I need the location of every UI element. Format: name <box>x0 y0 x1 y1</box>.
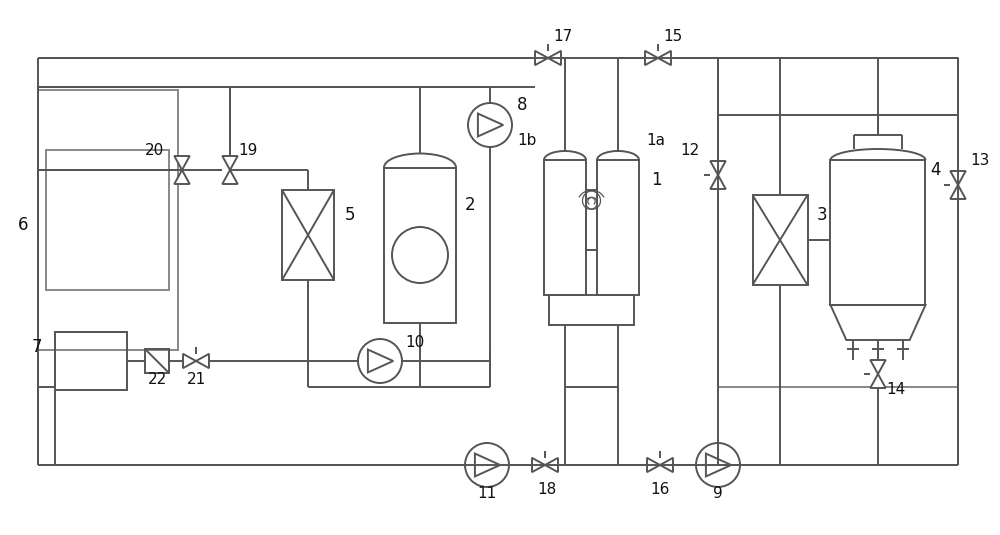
Polygon shape <box>535 51 548 65</box>
Text: 12: 12 <box>681 142 700 157</box>
Text: 17: 17 <box>553 28 573 43</box>
Bar <box>282 190 334 280</box>
Text: 9: 9 <box>713 485 723 501</box>
Polygon shape <box>475 454 500 477</box>
Polygon shape <box>183 354 196 368</box>
Text: 16: 16 <box>650 483 670 498</box>
Text: 14: 14 <box>886 383 906 398</box>
Bar <box>55 332 127 390</box>
Bar <box>38 90 178 350</box>
Circle shape <box>465 443 509 487</box>
Circle shape <box>358 339 402 383</box>
Text: 1b: 1b <box>518 133 537 148</box>
Polygon shape <box>174 156 190 170</box>
Bar <box>384 167 456 323</box>
Polygon shape <box>532 458 545 472</box>
Text: 1a: 1a <box>646 133 665 148</box>
Polygon shape <box>706 454 731 477</box>
Text: 8: 8 <box>517 96 527 114</box>
Polygon shape <box>658 51 671 65</box>
Polygon shape <box>222 170 238 184</box>
Text: 3: 3 <box>817 206 827 224</box>
Text: 22: 22 <box>147 372 167 387</box>
Bar <box>145 349 169 373</box>
Text: 15: 15 <box>663 28 683 43</box>
Polygon shape <box>710 175 726 189</box>
Text: 4: 4 <box>930 161 941 179</box>
Polygon shape <box>710 161 726 175</box>
Text: 20: 20 <box>145 142 164 157</box>
Bar <box>830 160 925 305</box>
Text: 21: 21 <box>186 372 206 387</box>
Text: 13: 13 <box>970 152 989 167</box>
Bar <box>753 195 808 285</box>
Bar <box>46 150 169 290</box>
Circle shape <box>468 103 512 147</box>
Bar <box>718 58 958 387</box>
Bar <box>544 160 586 295</box>
Text: 19: 19 <box>238 142 258 157</box>
Circle shape <box>696 443 740 487</box>
Text: 1: 1 <box>651 171 661 189</box>
Polygon shape <box>950 171 966 185</box>
Polygon shape <box>950 185 966 199</box>
Polygon shape <box>174 170 190 184</box>
Text: 2: 2 <box>465 196 475 214</box>
Bar <box>549 295 634 325</box>
Text: 11: 11 <box>477 485 497 501</box>
Text: 7: 7 <box>32 338 42 356</box>
Polygon shape <box>870 360 886 374</box>
Text: 6: 6 <box>18 216 28 234</box>
Bar <box>597 160 639 295</box>
Polygon shape <box>368 349 393 372</box>
Polygon shape <box>222 156 238 170</box>
Polygon shape <box>660 458 673 472</box>
Text: 18: 18 <box>537 483 557 498</box>
Polygon shape <box>645 51 658 65</box>
Polygon shape <box>545 458 558 472</box>
Polygon shape <box>870 374 886 388</box>
Text: 5: 5 <box>345 206 355 224</box>
Polygon shape <box>548 51 561 65</box>
Polygon shape <box>478 113 503 136</box>
Polygon shape <box>196 354 209 368</box>
Polygon shape <box>647 458 660 472</box>
Text: 10: 10 <box>405 334 425 349</box>
Bar <box>586 190 597 250</box>
